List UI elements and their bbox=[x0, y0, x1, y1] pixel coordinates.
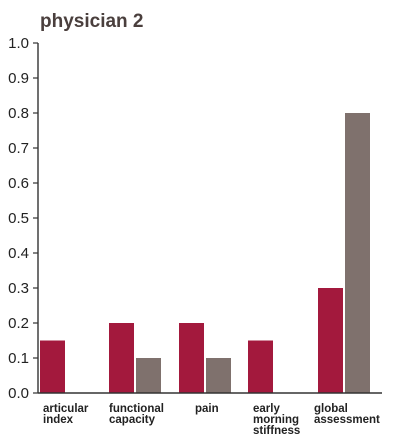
y-tick-label: 0.7 bbox=[8, 140, 29, 157]
x-category-label-line: articular bbox=[43, 403, 89, 415]
bar-series-2-category-3 bbox=[206, 358, 231, 393]
bar-series-1-category-1 bbox=[40, 340, 65, 393]
chart-title: physician 2 bbox=[40, 11, 144, 32]
x-category-label-line: index bbox=[43, 414, 74, 426]
y-tick-label: 0.1 bbox=[8, 350, 29, 367]
x-category-label-line: early bbox=[253, 403, 280, 415]
bar-series-2-category-2 bbox=[136, 358, 161, 393]
x-category-label: functional capacity bbox=[109, 403, 164, 426]
x-category-label: articular index bbox=[43, 403, 89, 426]
y-tick-label: 0.2 bbox=[8, 315, 29, 332]
bar-series-2-category-5 bbox=[345, 113, 370, 393]
y-tick-label: 0.8 bbox=[8, 105, 29, 122]
x-category-label-line: pain bbox=[195, 403, 219, 415]
bar-series-1-category-3 bbox=[179, 323, 204, 393]
x-category-label-line: functional bbox=[109, 403, 164, 415]
y-tick-label: 0.3 bbox=[8, 280, 29, 297]
y-tick-label: 1.0 bbox=[8, 35, 29, 52]
bar-series-1-category-4 bbox=[248, 340, 273, 393]
bars bbox=[40, 113, 370, 393]
y-axis-ticks: 0.0 0.1 0.2 0.3 0.4 0.5 0.6 0.7 0.8 0.9 1.0 bbox=[8, 35, 38, 402]
x-category-label-line: morning bbox=[253, 414, 299, 426]
y-tick-label: 0.4 bbox=[8, 245, 29, 262]
y-tick-label: 0.0 bbox=[8, 385, 29, 402]
x-category-label-line: global bbox=[314, 403, 348, 415]
x-category-label: early morning stiffness bbox=[253, 403, 300, 437]
x-category-label-line: assessment bbox=[314, 414, 380, 426]
x-category-label: global assessment bbox=[314, 403, 380, 426]
y-tick-label: 0.9 bbox=[8, 70, 29, 87]
x-category-label-line: stiffness bbox=[253, 425, 300, 437]
y-tick-label: 0.6 bbox=[8, 175, 29, 192]
x-category-label: pain bbox=[195, 403, 219, 415]
x-category-label-line: capacity bbox=[109, 414, 156, 426]
bar-series-1-category-2 bbox=[109, 323, 134, 393]
y-tick-label: 0.5 bbox=[8, 210, 29, 227]
x-axis-labels: articular index functional capacity pain earl… bbox=[43, 403, 380, 437]
bar-series-1-category-5 bbox=[318, 288, 343, 393]
